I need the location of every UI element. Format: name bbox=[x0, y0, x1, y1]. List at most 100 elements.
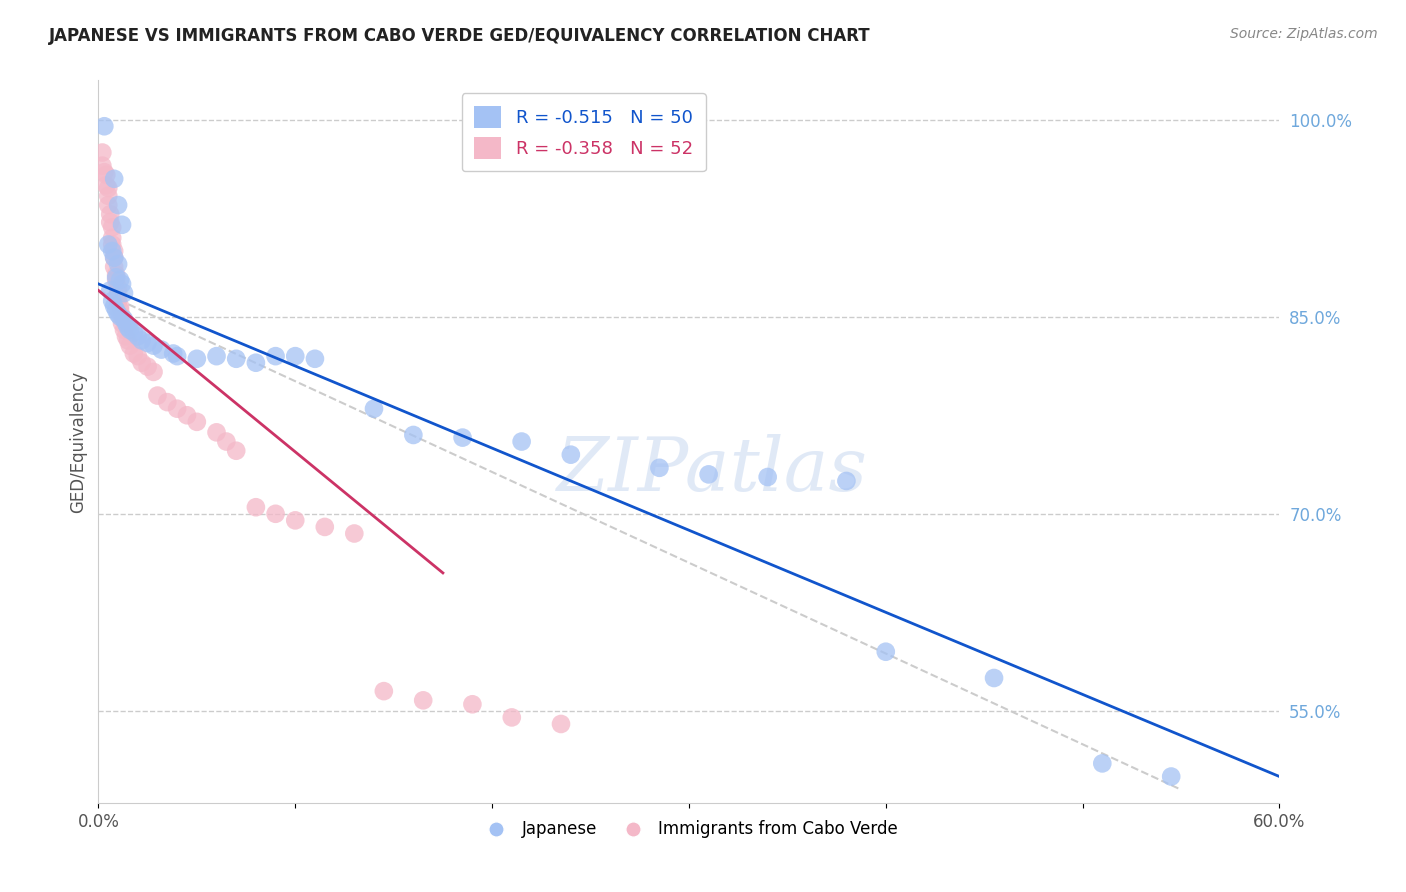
Y-axis label: GED/Equivalency: GED/Equivalency bbox=[69, 370, 87, 513]
Point bbox=[101, 237, 124, 252]
Point bbox=[560, 448, 582, 462]
Point bbox=[186, 415, 208, 429]
Point bbox=[108, 303, 131, 318]
Point bbox=[1160, 770, 1182, 784]
Point bbox=[142, 338, 165, 352]
Point bbox=[875, 645, 897, 659]
Point bbox=[245, 356, 267, 370]
Point bbox=[105, 303, 128, 318]
Point bbox=[115, 316, 138, 330]
Point bbox=[304, 351, 326, 366]
Point bbox=[166, 349, 188, 363]
Point bbox=[103, 251, 125, 265]
Point bbox=[107, 307, 129, 321]
Point bbox=[93, 165, 115, 179]
Point bbox=[461, 698, 484, 712]
Point bbox=[103, 171, 125, 186]
Point bbox=[131, 334, 153, 348]
Point bbox=[108, 299, 131, 313]
Point bbox=[550, 717, 572, 731]
Point bbox=[91, 159, 114, 173]
Point bbox=[118, 323, 141, 337]
Point bbox=[98, 284, 121, 298]
Point bbox=[373, 684, 395, 698]
Point bbox=[142, 365, 165, 379]
Point bbox=[112, 323, 135, 337]
Point bbox=[101, 244, 124, 258]
Point bbox=[122, 326, 145, 340]
Point bbox=[150, 343, 173, 357]
Point bbox=[112, 286, 135, 301]
Point bbox=[162, 346, 184, 360]
Point bbox=[101, 231, 124, 245]
Point bbox=[101, 293, 124, 308]
Point bbox=[983, 671, 1005, 685]
Point bbox=[108, 273, 131, 287]
Point bbox=[186, 351, 208, 366]
Point bbox=[363, 401, 385, 416]
Point bbox=[107, 281, 129, 295]
Point bbox=[91, 145, 114, 160]
Point bbox=[107, 286, 129, 301]
Point bbox=[835, 474, 858, 488]
Point bbox=[1091, 756, 1114, 771]
Point bbox=[127, 349, 149, 363]
Point bbox=[97, 237, 120, 252]
Point bbox=[111, 316, 134, 330]
Point bbox=[284, 349, 307, 363]
Point bbox=[97, 198, 120, 212]
Point bbox=[97, 181, 120, 195]
Point bbox=[156, 395, 179, 409]
Point bbox=[103, 251, 125, 265]
Point bbox=[501, 710, 523, 724]
Point bbox=[96, 178, 118, 193]
Point bbox=[98, 215, 121, 229]
Point bbox=[225, 443, 247, 458]
Point bbox=[96, 168, 118, 182]
Point bbox=[122, 346, 145, 360]
Point bbox=[166, 401, 188, 416]
Point bbox=[225, 351, 247, 366]
Point bbox=[108, 310, 131, 324]
Point bbox=[314, 520, 336, 534]
Point bbox=[264, 507, 287, 521]
Point bbox=[107, 293, 129, 308]
Point bbox=[343, 526, 366, 541]
Point bbox=[98, 207, 121, 221]
Legend: Japanese, Immigrants from Cabo Verde: Japanese, Immigrants from Cabo Verde bbox=[472, 814, 905, 845]
Point bbox=[284, 513, 307, 527]
Point bbox=[103, 244, 125, 258]
Point bbox=[402, 428, 425, 442]
Point bbox=[105, 270, 128, 285]
Point bbox=[697, 467, 720, 482]
Point bbox=[510, 434, 533, 449]
Point bbox=[136, 336, 159, 351]
Point bbox=[105, 268, 128, 282]
Point bbox=[245, 500, 267, 515]
Point bbox=[136, 359, 159, 374]
Text: Source: ZipAtlas.com: Source: ZipAtlas.com bbox=[1230, 27, 1378, 41]
Point bbox=[97, 189, 120, 203]
Point bbox=[103, 299, 125, 313]
Point bbox=[412, 693, 434, 707]
Point bbox=[112, 312, 135, 326]
Point bbox=[205, 425, 228, 440]
Point bbox=[648, 460, 671, 475]
Point bbox=[131, 356, 153, 370]
Point bbox=[451, 431, 474, 445]
Point bbox=[101, 220, 124, 235]
Point bbox=[103, 260, 125, 274]
Point bbox=[111, 218, 134, 232]
Point bbox=[111, 277, 134, 291]
Point bbox=[117, 320, 139, 334]
Point bbox=[118, 338, 141, 352]
Point bbox=[756, 470, 779, 484]
Point bbox=[105, 273, 128, 287]
Point bbox=[93, 120, 115, 134]
Point bbox=[176, 409, 198, 423]
Point bbox=[146, 388, 169, 402]
Text: JAPANESE VS IMMIGRANTS FROM CABO VERDE GED/EQUIVALENCY CORRELATION CHART: JAPANESE VS IMMIGRANTS FROM CABO VERDE G… bbox=[49, 27, 870, 45]
Point bbox=[127, 329, 149, 343]
Point bbox=[107, 257, 129, 271]
Point bbox=[215, 434, 238, 449]
